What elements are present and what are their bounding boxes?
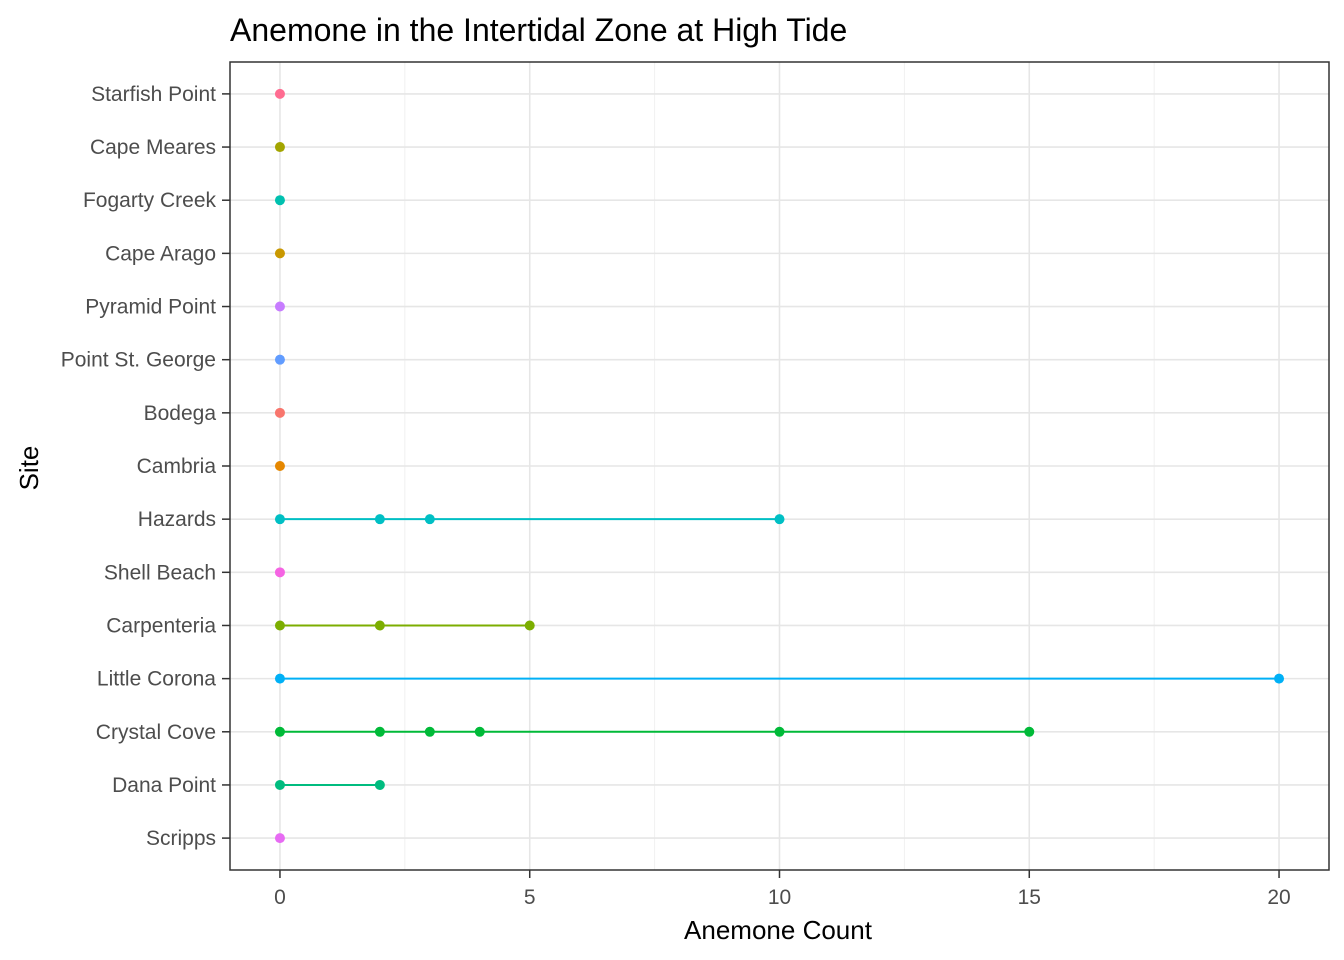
- data-point: [274, 461, 285, 471]
- y-tick-label: Dana Point: [112, 774, 216, 797]
- grid: [230, 62, 1329, 870]
- data-marks: [274, 88, 1285, 844]
- y-tick-label: Starfish Point: [91, 83, 216, 106]
- data-point: [274, 248, 285, 259]
- x-tick-label: 15: [1018, 886, 1041, 909]
- data-point: [274, 301, 285, 312]
- data-point: [274, 514, 285, 525]
- x-axis-title: Anemone Count: [684, 915, 873, 945]
- data-point: [274, 142, 285, 153]
- data-point: [374, 726, 385, 737]
- y-tick-label: Crystal Cove: [96, 721, 216, 744]
- data-point: [274, 673, 285, 684]
- x-tick-label: 20: [1267, 886, 1290, 909]
- data-point: [524, 620, 535, 631]
- data-point: [374, 514, 385, 525]
- data-point: [274, 88, 285, 99]
- data-point: [274, 407, 285, 418]
- data-point: [374, 620, 385, 631]
- data-point: [274, 620, 285, 631]
- data-point: [274, 779, 285, 790]
- data-point: [1274, 673, 1285, 684]
- data-point: [374, 779, 385, 790]
- x-axis: 0 5 10 15 20: [274, 870, 1291, 909]
- data-point: [1024, 726, 1035, 737]
- y-tick-label: Hazards: [138, 508, 216, 531]
- data-point: [774, 726, 785, 737]
- data-point: [274, 354, 285, 365]
- data-point: [274, 195, 285, 206]
- y-tick-label: Scripps: [146, 827, 216, 850]
- y-tick-label: Pyramid Point: [85, 296, 216, 319]
- x-tick-label: 10: [768, 886, 791, 909]
- data-point: [474, 726, 485, 737]
- chart-title: Anemone in the Intertidal Zone at High T…: [230, 12, 847, 48]
- data-point: [774, 514, 785, 525]
- x-tick-label: 0: [274, 886, 286, 909]
- y-tick-label: Fogarty Creek: [83, 189, 217, 212]
- y-tick-label: Cambria: [137, 455, 217, 478]
- data-point: [274, 567, 285, 578]
- y-tick-label: Bodega: [144, 402, 217, 425]
- y-tick-label: Little Corona: [97, 668, 216, 691]
- data-point: [274, 833, 285, 844]
- y-tick-label: Point St. George: [61, 349, 216, 372]
- data-point: [274, 726, 285, 737]
- y-axis: Scripps Dana Point Crystal Cove Little Coro…: [61, 83, 230, 850]
- y-tick-label: Shell Beach: [104, 561, 216, 584]
- y-tick-label: Cape Meares: [90, 136, 216, 159]
- y-tick-label: Cape Arago: [105, 242, 216, 265]
- x-tick-label: 5: [524, 886, 536, 909]
- y-tick-label: Carpenteria: [106, 614, 216, 637]
- data-point: [424, 514, 435, 525]
- data-point: [424, 726, 435, 737]
- y-axis-title: Site: [14, 446, 44, 491]
